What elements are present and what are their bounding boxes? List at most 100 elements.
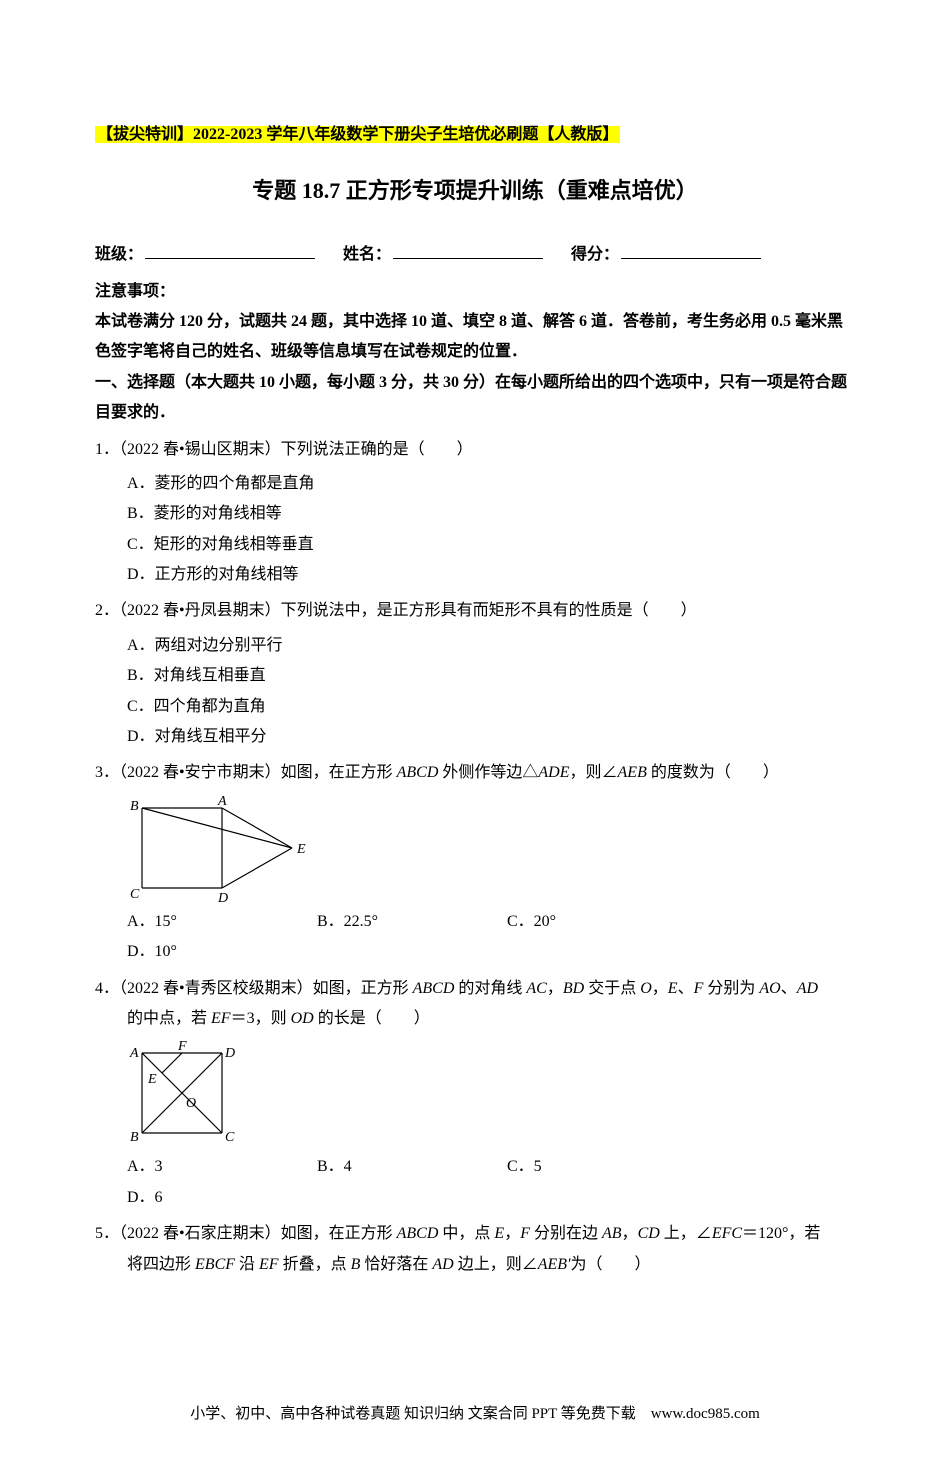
q5-cd: CD — [638, 1225, 660, 1242]
q4-O: O — [640, 980, 652, 997]
q4-sep: 、 — [678, 980, 694, 997]
svg-text:C: C — [130, 887, 140, 902]
topic-title: 专题 18.7 正方形专项提升训练（重难点培优） — [95, 170, 855, 212]
q3-post: 的度数为（ ） — [647, 764, 779, 781]
class-blank — [145, 242, 315, 259]
section-1-head: 一、选择题（本大题共 10 小题，每小题 3 分，共 30 分）在每小题所给出的… — [95, 368, 855, 429]
q5-E: E — [494, 1225, 504, 1242]
q4-bd: BD — [563, 980, 584, 997]
q4-ao: AO — [759, 980, 780, 997]
q3-mid2: ，则∠ — [570, 764, 618, 781]
svg-text:E: E — [296, 842, 306, 857]
q4-mid1: 的对角线 — [454, 980, 526, 997]
question-2: 2．（2022 春•丹凤县期末）下列说法中，是正方形具有而矩形不具有的性质是（ … — [95, 596, 855, 752]
q4-ef: EF — [211, 1010, 231, 1027]
q5-cm2: 折叠，点 — [279, 1256, 351, 1273]
question-3: 3．（2022 春•安宁市期末）如图，在正方形 ABCD 外侧作等边△ADE，则… — [95, 758, 855, 967]
q5-aebp: AEB' — [538, 1256, 571, 1273]
svg-text:A: A — [129, 1046, 139, 1061]
q4-figure: ADBCOEF — [95, 1038, 855, 1148]
question-4: 4．（2022 春•青秀区校级期末）如图，正方形 ABCD 的对角线 AC，BD… — [95, 974, 855, 1214]
q4-stem: 4．（2022 春•青秀区校级期末）如图，正方形 ABCD 的对角线 AC，BD… — [95, 974, 855, 1004]
q1-option-b: B．菱形的对角线相等 — [127, 499, 499, 529]
q5-cont-post: 为（ ） — [570, 1256, 650, 1273]
q5-mid3: 上，∠ — [660, 1225, 712, 1242]
q4-E: E — [668, 980, 678, 997]
q1-option-d: D．正方形的对角线相等 — [127, 560, 499, 590]
q4-cont-post: 的长是（ ） — [314, 1010, 430, 1027]
q5-B: B — [351, 1256, 361, 1273]
q4-option-c: C．5 — [507, 1152, 697, 1182]
q5-cm4: 边上，则∠ — [454, 1256, 538, 1273]
q4-cont-pre: 的中点，若 — [127, 1010, 211, 1027]
name-label: 姓名： — [343, 246, 391, 263]
q2-option-d: D．对角线互相平分 — [127, 722, 499, 752]
page-footer: 小学、初中、高中各种试卷真题 知识归纳 文案合同 PPT 等免费下载 www.d… — [95, 1400, 855, 1429]
q5-cm1: 沿 — [235, 1256, 259, 1273]
q5-F: F — [520, 1225, 530, 1242]
q3-ade: ADE — [538, 764, 569, 781]
q5-ab: AB — [602, 1225, 622, 1242]
q2-stem: 2．（2022 春•丹凤县期末）下列说法中，是正方形具有而矩形不具有的性质是（ … — [95, 596, 855, 626]
q4-option-a: A．3 — [127, 1152, 317, 1182]
question-1: 1．（2022 春•锡山区期末）下列说法正确的是（ ） A．菱形的四个角都是直角… — [95, 435, 855, 591]
q4-option-d: D．6 — [127, 1183, 317, 1213]
q4-svg: ADBCOEF — [127, 1038, 242, 1148]
q4-options: A．3 B．4 C．5 D．6 — [95, 1152, 855, 1213]
q4-od: OD — [291, 1010, 314, 1027]
q3-option-d: D．10° — [127, 937, 317, 967]
q4-ac: AC — [526, 980, 546, 997]
q4-option-b: B．4 — [317, 1152, 507, 1182]
q4-pre: 4．（2022 春•青秀区校级期末）如图，正方形 — [95, 980, 413, 997]
class-label: 班级： — [95, 246, 143, 263]
q3-options: A．15° B．22.5° C．20° D．10° — [95, 907, 855, 968]
q4-F: F — [694, 980, 704, 997]
notice-head: 注意事项： — [95, 277, 855, 307]
svg-text:B: B — [130, 799, 139, 814]
svg-text:A: A — [217, 794, 227, 809]
q2-option-b: B．对角线互相垂直 — [127, 661, 499, 691]
q3-figure: BCDAE — [95, 793, 855, 903]
question-5: 5．（2022 春•石家庄期末）如图，在正方形 AB CD 中，点 E，F 分别在… — [95, 1219, 855, 1280]
q5-efc: EFC — [712, 1225, 742, 1242]
q4-mid3: 分别为 — [703, 980, 759, 997]
q3-option-b: B．22.5° — [317, 907, 507, 937]
q5-cont-pre: 将四边形 — [127, 1256, 195, 1273]
q4-c2: ， — [652, 980, 668, 997]
q5-mid2: 分别在边 — [530, 1225, 602, 1242]
svg-text:C: C — [225, 1130, 235, 1145]
svg-text:D: D — [224, 1046, 235, 1061]
series-text: 【拔尖特训】2022-2023 学年八年级数学下册尖子生培优必刷题【人教版】 — [97, 126, 618, 143]
q3-svg: BCDAE — [127, 793, 317, 903]
q1-option-a: A．菱形的四个角都是直角 — [127, 469, 499, 499]
series-highlight: 【拔尖特训】2022-2023 学年八年级数学下册尖子生培优必刷题【人教版】 — [95, 126, 620, 143]
q1-options: A．菱形的四个角都是直角 B．菱形的对角线相等 C．矩形的对角线相等垂直 D．正… — [95, 469, 855, 591]
q4-eq: ＝3，则 — [231, 1010, 291, 1027]
q5-pre: 5．（2022 春•石家庄期末）如图，在正方形 — [95, 1225, 397, 1242]
q4-c1: ， — [547, 980, 563, 997]
q5-cont: 将四边形 EBCF 沿 EF 折叠，点 B 恰好落在 AD 边上，则∠AEB'为… — [95, 1250, 855, 1280]
q4-mid2: 交于点 — [584, 980, 640, 997]
q1-option-c: C．矩形的对角线相等垂直 — [127, 530, 499, 560]
q2-option-a: A．两组对边分别平行 — [127, 631, 499, 661]
q2-options: A．两组对边分别平行 B．对角线互相垂直 C．四个角都为直角 D．对角线互相平分 — [95, 631, 855, 753]
name-blank — [393, 242, 543, 259]
q5-ef: EF — [259, 1256, 279, 1273]
series-line: 【拔尖特训】2022-2023 学年八年级数学下册尖子生培优必刷题【人教版】 — [95, 120, 855, 150]
svg-text:B: B — [130, 1130, 139, 1145]
q4-sep2: 、 — [781, 980, 797, 997]
q5-stem: 5．（2022 春•石家庄期末）如图，在正方形 AB CD 中，点 E，F 分别在… — [95, 1219, 855, 1249]
q4-abcd: ABCD — [413, 980, 455, 997]
q3-option-a: A．15° — [127, 907, 317, 937]
form-row: 班级： 姓名： 得分： — [95, 240, 855, 270]
q2-option-c: C．四个角都为直角 — [127, 692, 499, 722]
q3-abcd: ABCD — [397, 764, 439, 781]
q5-eq: ＝120°，若 — [742, 1225, 820, 1242]
svg-text:E: E — [147, 1072, 157, 1087]
q5-ebcf: EBCF — [195, 1256, 235, 1273]
svg-text:F: F — [177, 1039, 187, 1054]
q5-mid1: 中，点 — [438, 1225, 494, 1242]
q5-c1: ， — [504, 1225, 520, 1242]
q5-ad: AD — [432, 1256, 453, 1273]
q5-cm3: 恰好落在 — [360, 1256, 432, 1273]
